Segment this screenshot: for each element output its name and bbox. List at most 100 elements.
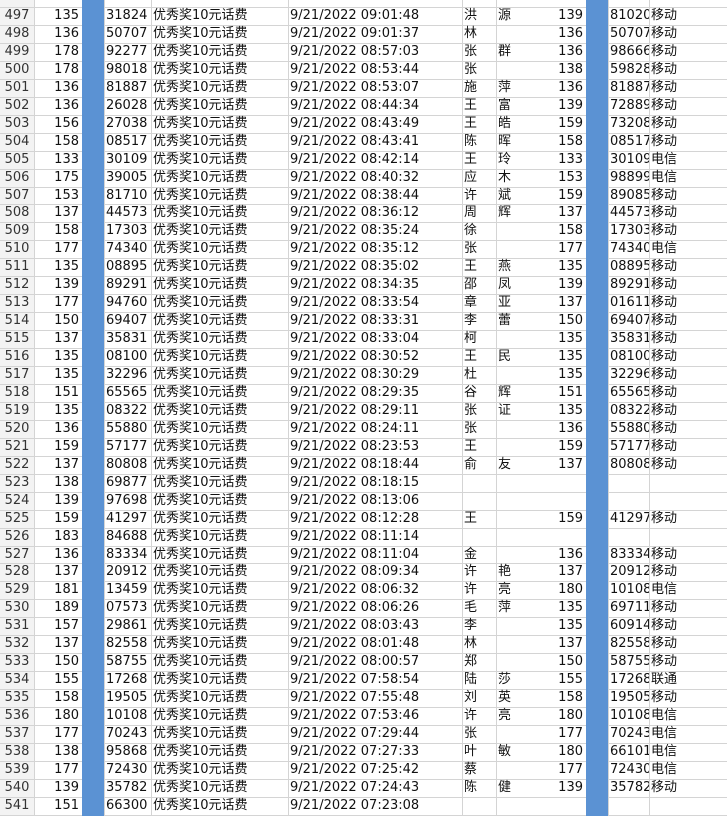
surname: 毛 [464,600,478,615]
redaction-bar [586,0,608,816]
prize: 优秀奖10元话费 [153,618,248,633]
carrier: 联通 [651,672,678,687]
prize: 优秀奖10元话费 [153,259,248,274]
given-name: 萍 [498,80,512,95]
row-number: 523 [4,475,30,490]
timestamp: 9/21/2022 08:30:52 [290,349,420,364]
surname: 金 [464,547,478,562]
phone-suffix: 30109 [106,152,148,167]
surname: 洪 [464,8,478,23]
prize: 优秀奖10元话费 [153,564,248,579]
contact-prefix: 180 [558,744,583,759]
phone-suffix: 84688 [106,529,148,544]
carrier: 电信 [651,726,678,741]
contact-suffix: 81887 [610,80,649,95]
phone-suffix: 81710 [106,188,148,203]
phone-suffix: 41297 [106,511,148,526]
phone-suffix: 13459 [106,582,148,597]
row-number: 536 [4,708,30,723]
row-gridline [0,115,727,116]
row-gridline [0,43,727,44]
given-name: 辉 [498,205,512,220]
row-gridline [0,169,727,170]
timestamp: 9/21/2022 08:09:34 [290,564,420,579]
timestamp: 9/21/2022 07:24:43 [290,780,420,795]
contact-prefix: 139 [558,8,583,23]
prize: 优秀奖10元话费 [153,690,248,705]
redaction-bar [82,0,104,816]
phone-prefix: 177 [54,241,79,256]
contact-suffix: 35831 [610,331,649,346]
phone-prefix: 177 [54,762,79,777]
phone-prefix: 137 [54,564,79,579]
row-number: 517 [4,367,30,382]
contact-suffix: 10108 [610,708,649,723]
row-gridline [0,312,727,313]
row-number: 535 [4,690,30,705]
contact-prefix: 158 [558,223,583,238]
surname: 张 [464,403,478,418]
row-number: 538 [4,744,30,759]
phone-suffix: 08100 [106,349,148,364]
timestamp: 9/21/2022 08:00:57 [290,654,420,669]
row-number: 537 [4,726,30,741]
carrier: 移动 [651,295,678,310]
prize: 优秀奖10元话费 [153,403,248,418]
prize: 优秀奖10元话费 [153,457,248,472]
phone-prefix: 155 [54,672,79,687]
contact-prefix: 137 [558,564,583,579]
phone-prefix: 137 [54,331,79,346]
carrier: 移动 [651,457,678,472]
phone-suffix: 35782 [106,780,148,795]
phone-prefix: 159 [54,511,79,526]
prize: 优秀奖10元话费 [153,367,248,382]
timestamp: 9/21/2022 08:35:24 [290,223,420,238]
row-number: 511 [4,259,30,274]
contact-prefix: 159 [558,511,583,526]
carrier: 电信 [651,170,678,185]
phone-suffix: 98018 [106,62,148,77]
row-number: 512 [4,277,30,292]
prize: 优秀奖10元话费 [153,313,248,328]
surname: 王 [464,439,478,454]
timestamp: 9/21/2022 08:13:06 [290,493,420,508]
contact-prefix: 138 [558,62,583,77]
carrier: 移动 [651,547,678,562]
phone-prefix: 158 [54,690,79,705]
phone-prefix: 139 [54,493,79,508]
contact-suffix: 89291 [610,277,649,292]
timestamp: 9/21/2022 08:53:07 [290,80,420,95]
surname: 许 [464,708,478,723]
carrier: 移动 [651,331,678,346]
row-gridline [0,151,727,152]
surname: 张 [464,62,478,77]
timestamp: 9/21/2022 08:40:32 [290,170,420,185]
contact-suffix: 69711 [610,600,649,615]
given-name: 艳 [498,564,512,579]
timestamp: 9/21/2022 08:11:04 [290,547,420,562]
surname: 周 [464,205,478,220]
phone-prefix: 137 [54,205,79,220]
contact-suffix: 20912 [610,564,649,579]
row-number: 540 [4,780,30,795]
timestamp: 9/21/2022 08:12:28 [290,511,420,526]
phone-prefix: 183 [54,529,79,544]
phone-prefix: 177 [54,726,79,741]
surname: 章 [464,295,478,310]
row-number: 541 [4,798,30,813]
row-gridline [0,348,727,349]
given-name: 亚 [498,295,512,310]
phone-suffix: 29861 [106,618,148,633]
row-gridline [0,510,727,511]
row-gridline [0,725,727,726]
carrier: 电信 [651,152,678,167]
phone-suffix: 72430 [106,762,148,777]
contact-suffix: 08517 [610,134,649,149]
phone-suffix: 08895 [106,259,148,274]
carrier: 移动 [651,80,678,95]
timestamp: 9/21/2022 07:25:42 [290,762,420,777]
phone-suffix: 69877 [106,475,148,490]
prize: 优秀奖10元话费 [153,762,248,777]
timestamp: 9/21/2022 08:29:35 [290,385,420,400]
row-number: 539 [4,762,30,777]
